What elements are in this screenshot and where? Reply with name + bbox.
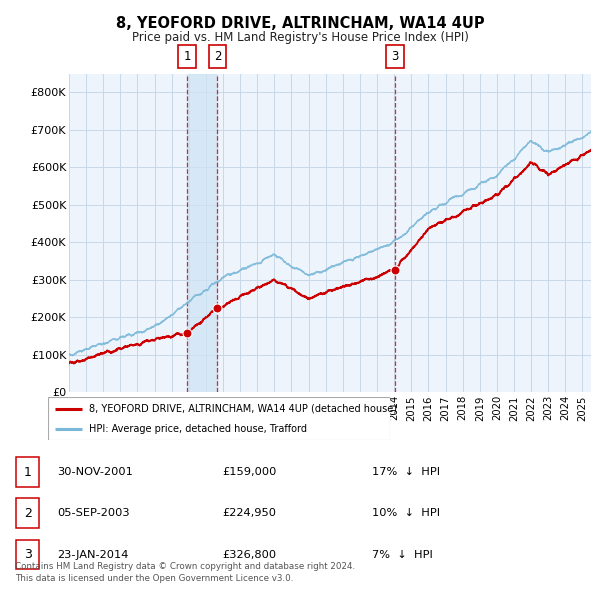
Text: 17%  ↓  HPI: 17% ↓ HPI (372, 467, 440, 477)
Text: 10%  ↓  HPI: 10% ↓ HPI (372, 509, 440, 518)
Text: 7%  ↓  HPI: 7% ↓ HPI (372, 550, 433, 559)
Text: 05-SEP-2003: 05-SEP-2003 (57, 509, 130, 518)
Bar (187, 74, 217, 392)
FancyBboxPatch shape (16, 540, 39, 569)
FancyBboxPatch shape (178, 45, 196, 68)
Text: 2: 2 (23, 507, 32, 520)
Text: £159,000: £159,000 (222, 467, 277, 477)
Text: 2: 2 (214, 50, 221, 63)
Text: 1: 1 (184, 50, 191, 63)
Text: 23-JAN-2014: 23-JAN-2014 (57, 550, 128, 559)
Text: 3: 3 (23, 548, 32, 561)
FancyBboxPatch shape (16, 457, 39, 487)
Text: 8, YEOFORD DRIVE, ALTRINCHAM, WA14 4UP: 8, YEOFORD DRIVE, ALTRINCHAM, WA14 4UP (116, 16, 484, 31)
Text: 30-NOV-2001: 30-NOV-2001 (57, 467, 133, 477)
Text: £224,950: £224,950 (222, 509, 276, 518)
Text: 8, YEOFORD DRIVE, ALTRINCHAM, WA14 4UP (detached house): 8, YEOFORD DRIVE, ALTRINCHAM, WA14 4UP (… (89, 404, 397, 414)
Text: HPI: Average price, detached house, Trafford: HPI: Average price, detached house, Traf… (89, 424, 307, 434)
FancyBboxPatch shape (209, 45, 226, 68)
Text: Price paid vs. HM Land Registry's House Price Index (HPI): Price paid vs. HM Land Registry's House … (131, 31, 469, 44)
Text: Contains HM Land Registry data © Crown copyright and database right 2024.
This d: Contains HM Land Registry data © Crown c… (15, 562, 355, 583)
FancyBboxPatch shape (48, 397, 390, 440)
FancyBboxPatch shape (386, 45, 404, 68)
Text: 3: 3 (392, 50, 399, 63)
FancyBboxPatch shape (16, 499, 39, 528)
Text: £326,800: £326,800 (222, 550, 276, 559)
Text: 1: 1 (23, 466, 32, 478)
